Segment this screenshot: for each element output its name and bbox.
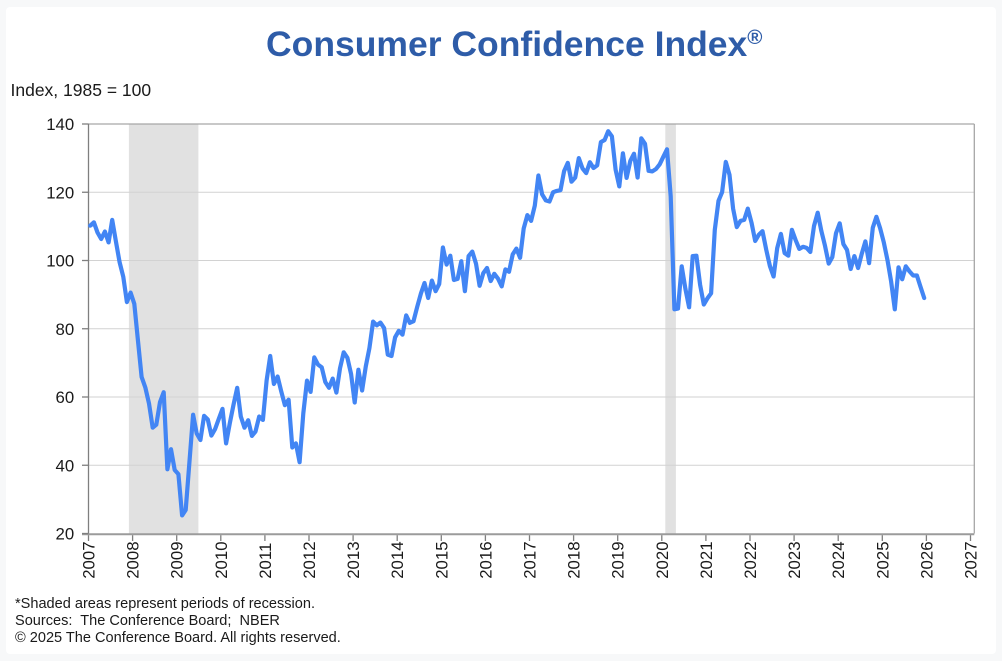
svg-text:120: 120 bbox=[46, 183, 74, 202]
svg-text:40: 40 bbox=[56, 456, 75, 475]
svg-text:2018: 2018 bbox=[565, 541, 584, 578]
svg-text:2008: 2008 bbox=[124, 541, 143, 578]
svg-text:2025: 2025 bbox=[873, 541, 892, 578]
svg-text:2026: 2026 bbox=[917, 541, 936, 578]
svg-text:2027: 2027 bbox=[962, 541, 981, 578]
svg-text:2016: 2016 bbox=[476, 541, 495, 578]
svg-text:2024: 2024 bbox=[829, 541, 848, 578]
svg-text:2017: 2017 bbox=[521, 541, 540, 578]
svg-text:2010: 2010 bbox=[212, 541, 231, 578]
svg-text:20: 20 bbox=[56, 525, 75, 544]
svg-text:80: 80 bbox=[56, 320, 75, 339]
svg-text:60: 60 bbox=[56, 388, 75, 407]
svg-text:100: 100 bbox=[46, 252, 74, 271]
svg-text:2023: 2023 bbox=[785, 541, 804, 578]
svg-text:2012: 2012 bbox=[300, 541, 319, 578]
svg-text:2019: 2019 bbox=[609, 541, 628, 578]
svg-text:2022: 2022 bbox=[741, 541, 760, 578]
svg-text:2020: 2020 bbox=[653, 541, 672, 578]
svg-text:2015: 2015 bbox=[432, 541, 451, 578]
svg-text:2011: 2011 bbox=[256, 543, 275, 579]
svg-text:2013: 2013 bbox=[344, 541, 363, 578]
svg-text:2021: 2021 bbox=[697, 541, 716, 578]
svg-text:2007: 2007 bbox=[80, 541, 99, 578]
svg-text:2009: 2009 bbox=[168, 541, 187, 578]
svg-text:2014: 2014 bbox=[388, 541, 407, 578]
svg-text:140: 140 bbox=[46, 115, 74, 134]
